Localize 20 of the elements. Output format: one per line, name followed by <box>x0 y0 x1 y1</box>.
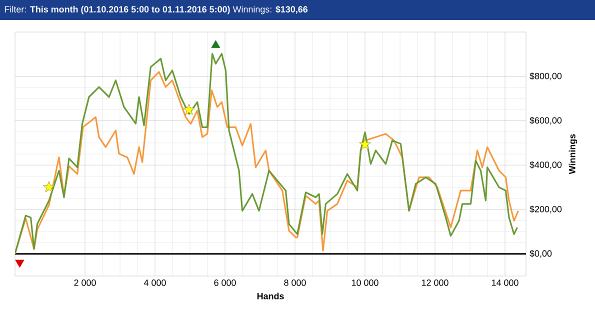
point <box>15 260 24 268</box>
point <box>183 104 195 115</box>
x-tick-label: 4 000 <box>144 280 166 286</box>
x-tick-label: 6 000 <box>214 280 236 286</box>
chart-title: Filter: This month (01.10.2016 5:00 to 01.11.2016 5:00) Winnings: $130,66 <box>4 6 308 14</box>
point <box>43 181 55 192</box>
y-axis-title: Winnings <box>568 134 578 174</box>
y-tick-label: $600,00 <box>530 116 562 125</box>
point <box>211 40 220 48</box>
x-tick-label: 14 000 <box>492 280 518 286</box>
y-tick-label: $800,00 <box>530 72 562 80</box>
y-tick-label: $200,00 <box>530 206 562 214</box>
x-tick-label: 8 000 <box>284 280 306 286</box>
y-tick-label: $0,00 <box>530 250 552 258</box>
point <box>359 138 371 150</box>
x-axis-title: Hands <box>257 292 284 300</box>
x-tick-label: 2 000 <box>74 280 96 286</box>
y-tick-label: $400,00 <box>530 161 562 169</box>
x-tick-label: 10 000 <box>352 280 378 286</box>
x-tick-label: 12 000 <box>422 280 448 286</box>
